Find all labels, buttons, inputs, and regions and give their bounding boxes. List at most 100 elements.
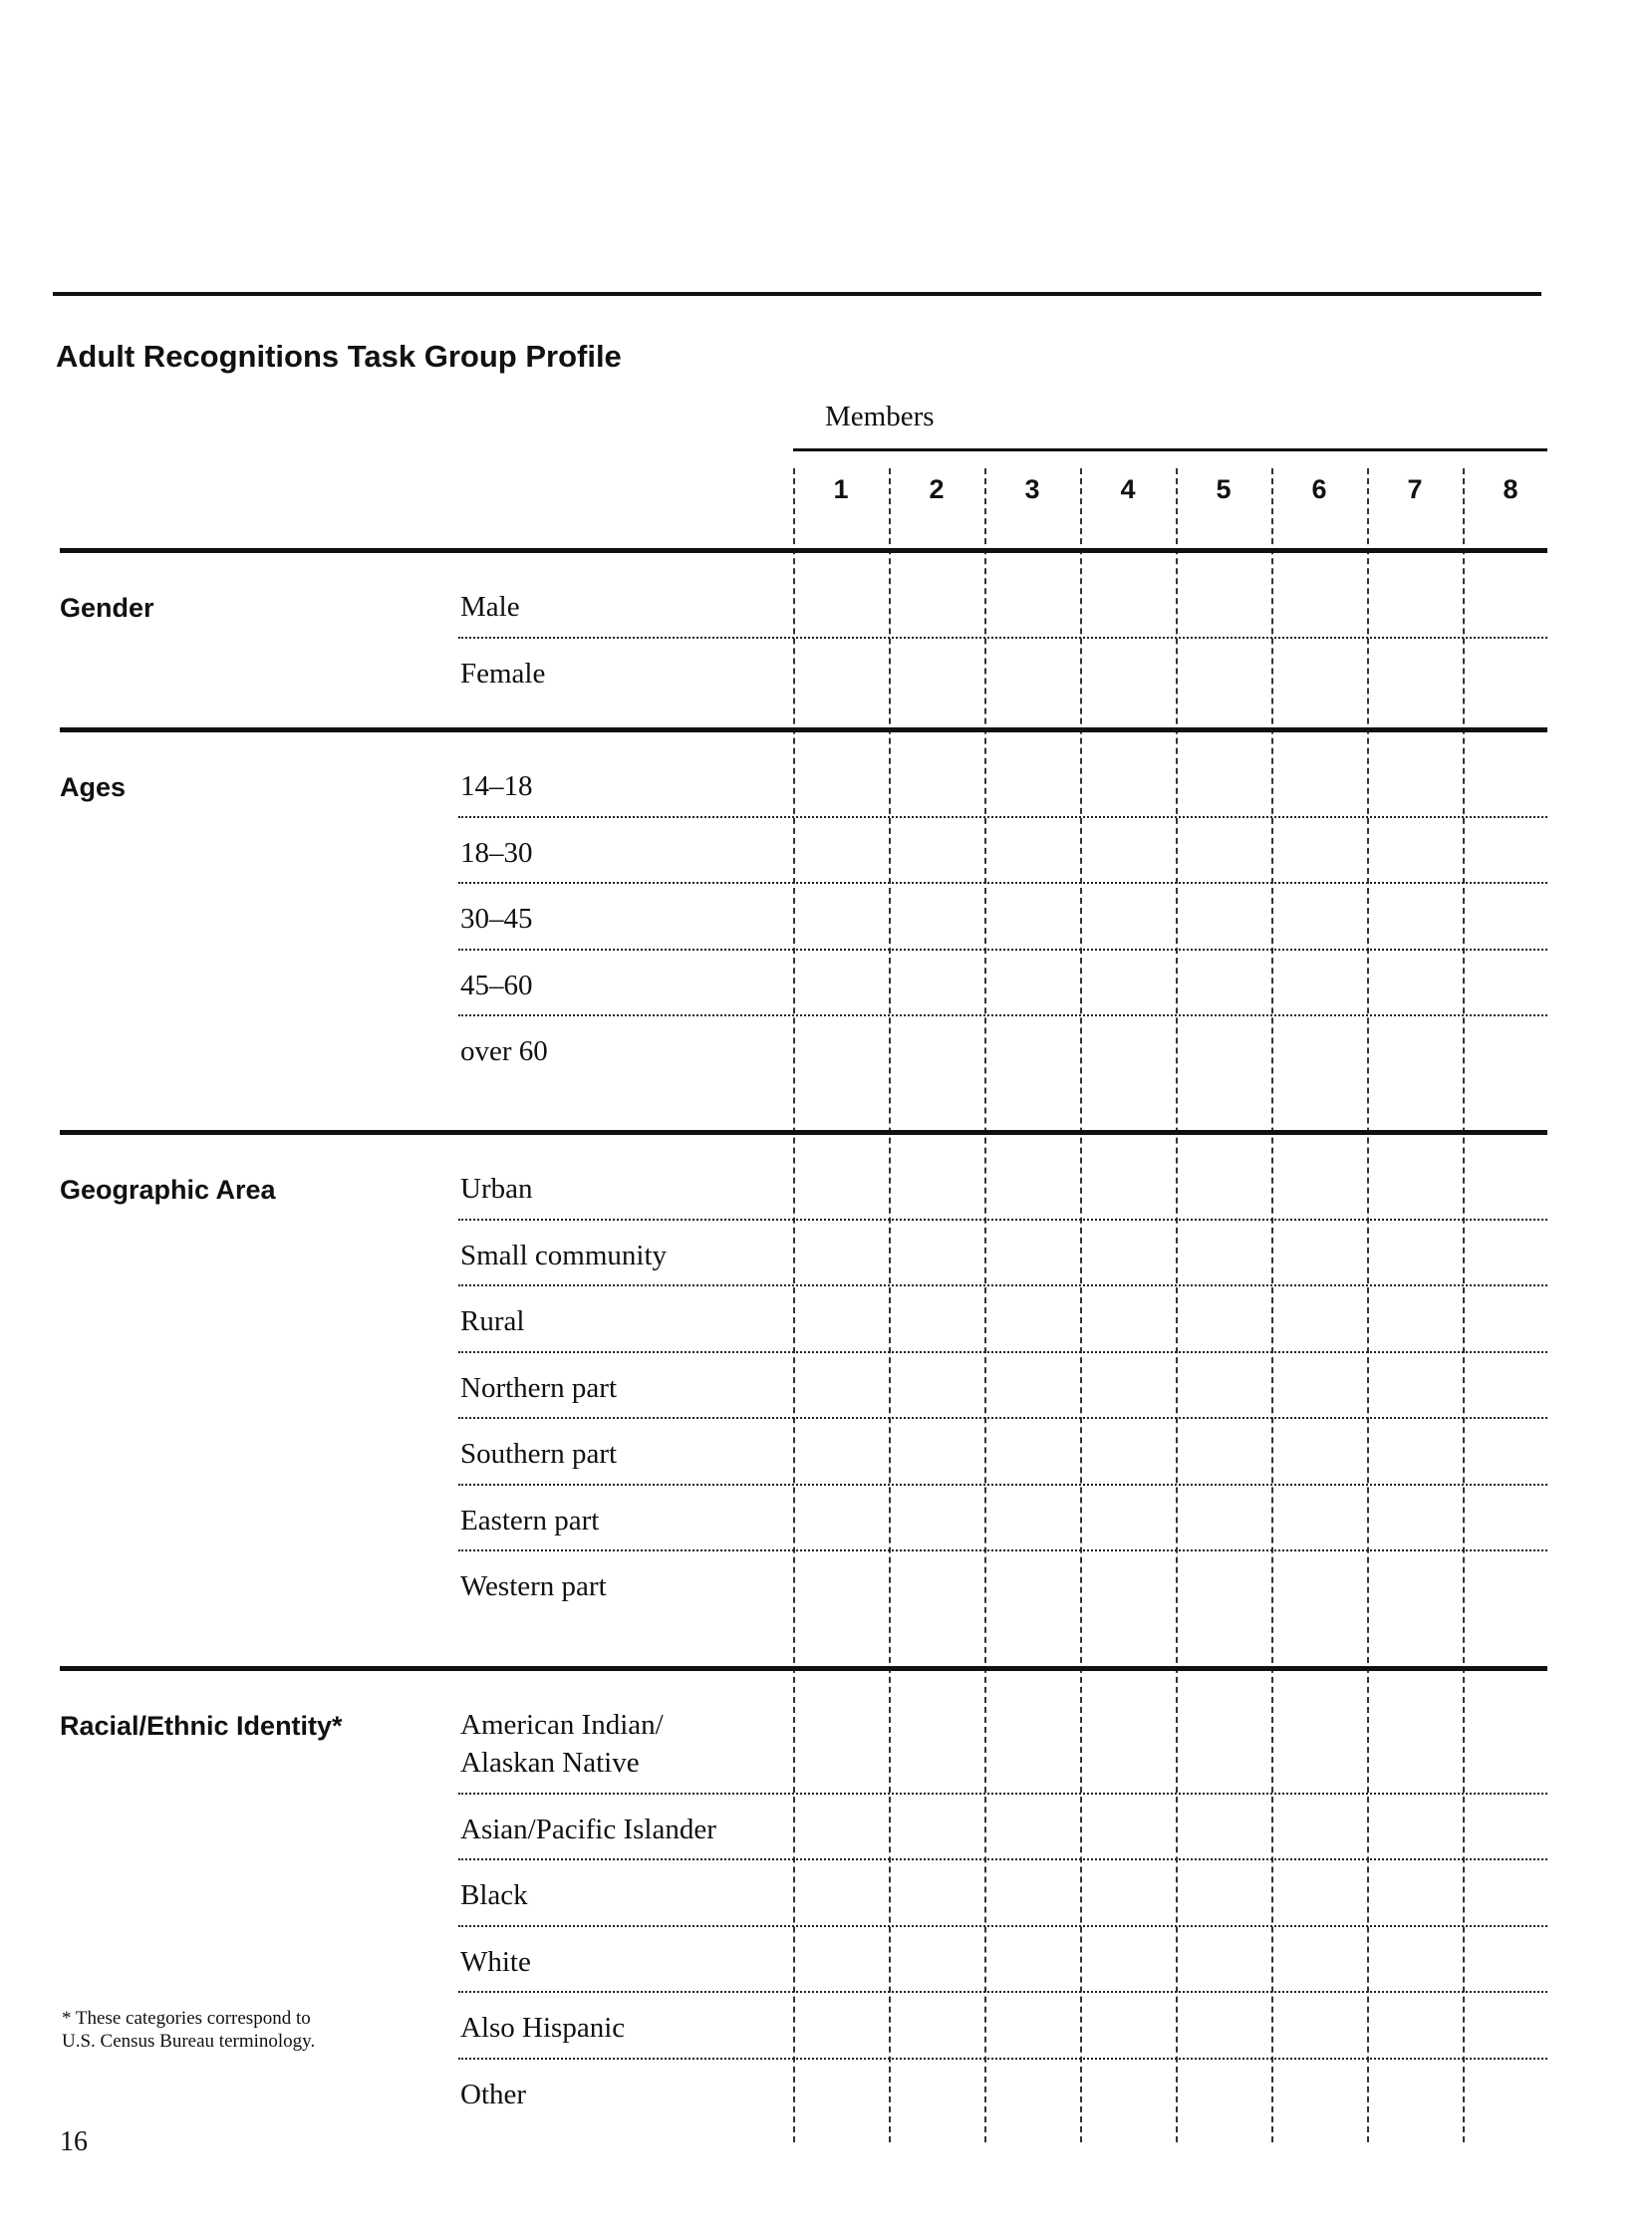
member-cell[interactable] [1080, 1484, 1176, 1550]
member-cell[interactable] [984, 1351, 1080, 1418]
member-cell[interactable] [1176, 1688, 1271, 1793]
member-cell[interactable] [984, 1925, 1080, 1992]
member-cell[interactable] [1176, 1417, 1271, 1484]
member-cell[interactable] [1080, 749, 1176, 816]
member-cell[interactable] [1176, 1284, 1271, 1351]
member-cell[interactable] [1463, 949, 1558, 1015]
member-cell[interactable] [889, 1484, 984, 1550]
member-cell[interactable] [984, 2058, 1080, 2124]
member-cell[interactable] [1080, 949, 1176, 1015]
member-cell[interactable] [793, 882, 889, 949]
member-cell[interactable] [889, 637, 984, 703]
member-cell[interactable] [1176, 637, 1271, 703]
member-cell[interactable] [1176, 1549, 1271, 1616]
member-cell[interactable] [984, 637, 1080, 703]
member-cell[interactable] [793, 1152, 889, 1219]
member-cell[interactable] [1367, 949, 1463, 1015]
member-cell[interactable] [1176, 570, 1271, 637]
member-cell[interactable] [793, 1219, 889, 1285]
member-cell[interactable] [1080, 1793, 1176, 1859]
member-cell[interactable] [1080, 1549, 1176, 1616]
member-cell[interactable] [1176, 749, 1271, 816]
member-cell[interactable] [1463, 1925, 1558, 1992]
member-cell[interactable] [984, 1549, 1080, 1616]
member-cell[interactable] [793, 1991, 889, 2058]
member-cell[interactable] [1463, 1793, 1558, 1859]
member-cell[interactable] [793, 949, 889, 1015]
member-cell[interactable] [889, 1284, 984, 1351]
member-cell[interactable] [1176, 1925, 1271, 1992]
member-cell[interactable] [1463, 816, 1558, 883]
member-cell[interactable] [793, 2058, 889, 2124]
member-cell[interactable] [1176, 1793, 1271, 1859]
member-cell[interactable] [1463, 1991, 1558, 2058]
member-cell[interactable] [1463, 1284, 1558, 1351]
member-cell[interactable] [1367, 1925, 1463, 1992]
member-cell[interactable] [1463, 2058, 1558, 2124]
member-cell[interactable] [1463, 1152, 1558, 1219]
member-cell[interactable] [1463, 749, 1558, 816]
member-cell[interactable] [984, 1484, 1080, 1550]
member-cell[interactable] [889, 1991, 984, 2058]
member-cell[interactable] [1463, 1858, 1558, 1925]
member-cell[interactable] [793, 1925, 889, 1992]
member-cell[interactable] [889, 1688, 984, 1793]
member-cell[interactable] [1176, 1991, 1271, 2058]
member-cell[interactable] [1080, 816, 1176, 883]
member-cell[interactable] [1463, 1484, 1558, 1550]
member-cell[interactable] [1271, 816, 1367, 883]
member-cell[interactable] [984, 1793, 1080, 1859]
member-cell[interactable] [889, 1858, 984, 1925]
member-cell[interactable] [1080, 1925, 1176, 1992]
member-cell[interactable] [793, 1793, 889, 1859]
member-cell[interactable] [1080, 1417, 1176, 1484]
member-cell[interactable] [793, 1284, 889, 1351]
member-cell[interactable] [1463, 1351, 1558, 1418]
member-cell[interactable] [889, 749, 984, 816]
member-cell[interactable] [984, 1152, 1080, 1219]
member-cell[interactable] [1367, 1351, 1463, 1418]
member-cell[interactable] [1271, 1284, 1367, 1351]
member-cell[interactable] [793, 1417, 889, 1484]
member-cell[interactable] [1176, 816, 1271, 883]
member-cell[interactable] [984, 882, 1080, 949]
member-cell[interactable] [793, 637, 889, 703]
member-cell[interactable] [1367, 2058, 1463, 2124]
member-cell[interactable] [1080, 1351, 1176, 1418]
member-cell[interactable] [889, 882, 984, 949]
member-cell[interactable] [1367, 1014, 1463, 1081]
member-cell[interactable] [1367, 1858, 1463, 1925]
member-cell[interactable] [889, 1351, 984, 1418]
member-cell[interactable] [889, 1417, 984, 1484]
member-cell[interactable] [1271, 1688, 1367, 1793]
member-cell[interactable] [1463, 1688, 1558, 1793]
member-cell[interactable] [889, 2058, 984, 2124]
member-cell[interactable] [889, 1014, 984, 1081]
member-cell[interactable] [793, 1014, 889, 1081]
member-cell[interactable] [984, 949, 1080, 1015]
member-cell[interactable] [1080, 1152, 1176, 1219]
member-cell[interactable] [1367, 816, 1463, 883]
member-cell[interactable] [1176, 1858, 1271, 1925]
member-cell[interactable] [1176, 2058, 1271, 2124]
member-cell[interactable] [984, 1858, 1080, 1925]
member-cell[interactable] [889, 1152, 984, 1219]
member-cell[interactable] [1367, 1417, 1463, 1484]
member-cell[interactable] [1080, 882, 1176, 949]
member-cell[interactable] [1080, 1219, 1176, 1285]
member-cell[interactable] [1367, 1152, 1463, 1219]
member-cell[interactable] [793, 1351, 889, 1418]
member-cell[interactable] [889, 949, 984, 1015]
member-cell[interactable] [1271, 1549, 1367, 1616]
member-cell[interactable] [1080, 1858, 1176, 1925]
member-cell[interactable] [1080, 1284, 1176, 1351]
member-cell[interactable] [1080, 1991, 1176, 2058]
member-cell[interactable] [1271, 882, 1367, 949]
member-cell[interactable] [1271, 1417, 1367, 1484]
member-cell[interactable] [1271, 1991, 1367, 2058]
member-cell[interactable] [1176, 1219, 1271, 1285]
member-cell[interactable] [1176, 949, 1271, 1015]
member-cell[interactable] [984, 1219, 1080, 1285]
member-cell[interactable] [1367, 1549, 1463, 1616]
member-cell[interactable] [984, 1688, 1080, 1793]
